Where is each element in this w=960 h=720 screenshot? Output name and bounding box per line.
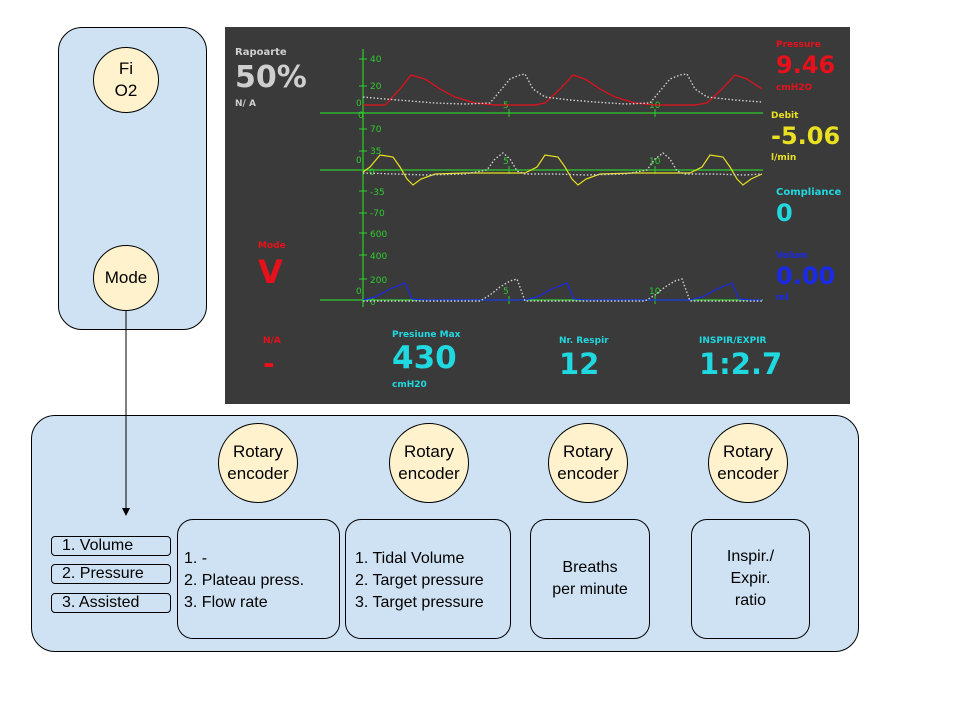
volum-label: Volum [776,251,808,261]
graph3-time-10: 10 [649,287,661,297]
mode-option-pressure[interactable]: 2. Pressure [51,564,171,584]
graph3-tick-200: 200 [370,276,387,286]
volum-gray-trace [363,278,762,302]
presiune-max-value: 430 [392,340,457,376]
graph2-time-5: 5 [503,157,509,167]
graph2-tick-35: 35 [370,147,381,157]
box2-line: 2. Target pressure [355,572,484,589]
rapoarte-label: Rapoarte [235,47,287,58]
debit-label: Debit [771,111,799,121]
rotary-encoder-2[interactable]: Rotary encoder [389,423,469,503]
volum-waveform [362,282,762,301]
graph1-tick-40: 40 [370,55,382,65]
pressure-unit: cmH2O [776,83,813,93]
fio2-label: Fi O2 [114,59,138,100]
box4-text: Inspir./ Expir. ratio [726,548,775,609]
nr-respir-value: 12 [559,347,600,381]
graph2-tick-0: 0 [369,168,375,178]
inspir-expir-value: 1:2.7 [699,347,783,381]
rotary-encoder-1[interactable]: Rotary encoder [218,423,298,503]
na-value: - [263,347,275,380]
rotary-encoder-3-label: Rotary encoder [557,442,619,483]
debit-unit: l/min [771,153,797,163]
fio2-knob[interactable]: Fi O2 [93,47,159,113]
na-label: N/A [263,336,281,346]
mode-option-assisted[interactable]: 3. Assisted [51,593,171,613]
box2-line: 3. Target pressure [355,594,484,611]
graph3-tick-400: 400 [370,252,387,262]
encoder-2-parameter-box: 1. Tidal Volume 2. Target pressure 3. Ta… [345,519,511,639]
rapoarte-sub: N/ A [235,99,256,109]
box1-line: 2. Plateau press. [184,572,305,589]
box2-line: 1. Tidal Volume [355,550,465,567]
graph2-tick-70: 70 [370,125,382,135]
presiune-max-unit: cmH20 [392,380,427,390]
mode-knob[interactable]: Mode [93,245,159,311]
graph2-tick-neg35: -35 [370,188,385,198]
box3-text: Breaths per minute [552,559,628,598]
graph3-tick-600: 600 [370,230,387,240]
debit-gray-trace [362,152,763,176]
inspir-expir-label: INSPIR/EXPIR [699,336,767,346]
volum-unit: ml [776,293,789,303]
rotary-encoder-3[interactable]: Rotary encoder [548,423,628,503]
volum-value: 0.00 [776,262,836,290]
rotary-encoder-1-label: Rotary encoder [227,442,289,483]
graph3-tick-0: 0 [370,298,376,308]
pressure-waveform [363,74,763,106]
rotary-encoder-4-label: Rotary encoder [717,442,779,483]
mode-screen-value: V [258,253,283,291]
rotary-encoder-4[interactable]: Rotary encoder [708,423,788,503]
graph2-tick-0-left: 0 [356,156,362,166]
graph1-tick-0: 0 [358,111,364,121]
nr-respir-label: Nr. Respir [559,336,609,346]
box1-line: 3. Flow rate [184,594,268,611]
graph1-tick-0-left: 0 [356,99,362,109]
graph1-tick-20: 20 [370,82,382,92]
debit-waveform [362,154,763,186]
compliance-value: 0 [776,199,793,227]
debit-value: -5.06 [771,122,841,150]
compliance-label: Compliance [776,187,842,198]
encoder-3-parameter-box: Breaths per minute [530,519,650,639]
ventilator-screen: 40 20 0 0 70 35 0 0 -35 -70 600 400 200 … [225,27,850,404]
pressure-gray-trace [362,73,763,105]
pressure-value: 9.46 [776,51,836,79]
graph2-time-10: 10 [649,157,661,167]
graph1-time-10: 10 [649,101,661,111]
rapoarte-value: 50% [235,60,307,95]
mode-label: Mode [104,268,148,287]
rotary-encoder-2-label: Rotary encoder [398,442,460,483]
graph1-time-5: 5 [503,101,509,111]
encoder-4-parameter-box: Inspir./ Expir. ratio [691,519,810,639]
waveform-graphs: 40 20 0 0 70 35 0 0 -35 -70 600 400 200 … [320,49,763,308]
graph2-tick-neg70: -70 [370,209,385,219]
graph3-tick-0-left: 0 [356,287,362,297]
pressure-label: Pressure [776,40,821,50]
encoder-1-parameter-box: 1. - 2. Plateau press. 3. Flow rate [177,519,340,639]
presiune-max-label: Presiune Max [392,330,461,340]
box1-line: 1. - [184,550,208,567]
mode-option-volume[interactable]: 1. Volume [51,536,171,556]
mode-screen-label: Mode [258,241,286,251]
graph3-time-5: 5 [503,287,509,297]
